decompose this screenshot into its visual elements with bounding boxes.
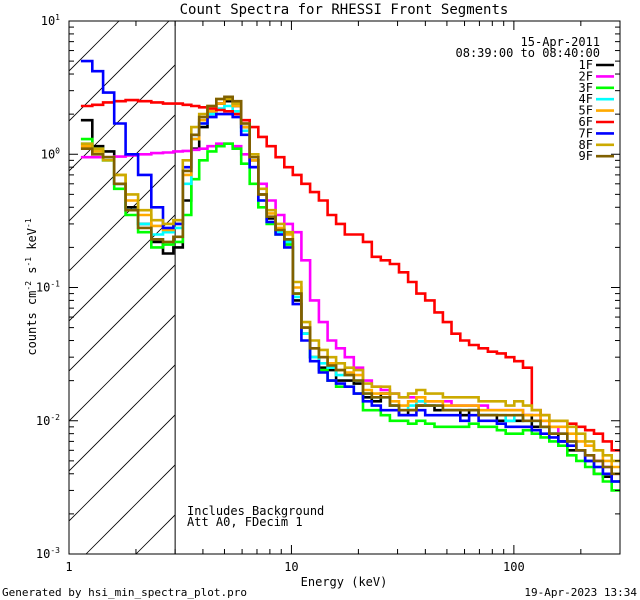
x-axis-label: Energy (keV) bbox=[301, 575, 388, 589]
hatch-lines bbox=[69, 21, 176, 554]
legend-label-7F: 7F bbox=[579, 126, 593, 140]
time-range-label: 08:39:00 to 08:40:00 bbox=[456, 46, 601, 60]
hatch-line bbox=[69, 264, 176, 372]
y-tick-label: 100 bbox=[41, 146, 60, 161]
legend-label-6F: 6F bbox=[579, 115, 593, 129]
date-label: 15-Apr-2011 bbox=[521, 35, 600, 49]
series-6F bbox=[80, 98, 620, 452]
hatch-line bbox=[69, 364, 176, 472]
series-layer bbox=[80, 59, 620, 492]
background-shaded-region bbox=[69, 21, 176, 554]
legend-label-8F: 8F bbox=[579, 138, 593, 152]
y-tick-label: 10-1 bbox=[36, 280, 60, 295]
legend-label-5F: 5F bbox=[579, 104, 593, 118]
legend-label-9F: 9F bbox=[579, 149, 593, 163]
footer-timestamp: 19-Apr-2023 13:34 bbox=[524, 586, 637, 599]
hatch-line bbox=[69, 414, 176, 522]
legend-label-2F: 2F bbox=[579, 69, 593, 83]
annotation-attenuator: Att A0, FDecim 1 bbox=[187, 515, 303, 529]
hatch-line bbox=[135, 514, 176, 554]
y-tick-label: 101 bbox=[41, 13, 60, 28]
axes: 1 10 100 101 100 10-1 10-2 10-3 bbox=[36, 13, 621, 574]
y-axis-label: counts cm-2 s-1 keV-1 bbox=[24, 218, 39, 355]
series-3F bbox=[80, 137, 620, 492]
y-tick-label: 10-3 bbox=[36, 546, 60, 561]
hatch-line bbox=[69, 214, 176, 322]
chart-title: Count Spectra for RHESSI Front Segments bbox=[180, 2, 509, 18]
x-tick-label: 10 bbox=[284, 560, 298, 574]
y-tick-label: 10-2 bbox=[36, 413, 60, 428]
annotation-background: Includes Background bbox=[187, 504, 324, 518]
footer-generator: Generated by hsi_min_spectra_plot.pro bbox=[2, 586, 247, 599]
hatch-line bbox=[85, 464, 176, 554]
x-tick-label: 100 bbox=[503, 560, 525, 574]
hatch-line bbox=[69, 64, 176, 172]
hatch-line bbox=[69, 21, 170, 122]
x-tick-label: 1 bbox=[65, 560, 72, 574]
legend-label-4F: 4F bbox=[579, 92, 593, 106]
legend-label-3F: 3F bbox=[579, 81, 593, 95]
series-9F bbox=[80, 95, 620, 476]
series-8F bbox=[80, 97, 620, 463]
legend-label-1F: 1F bbox=[579, 58, 593, 72]
